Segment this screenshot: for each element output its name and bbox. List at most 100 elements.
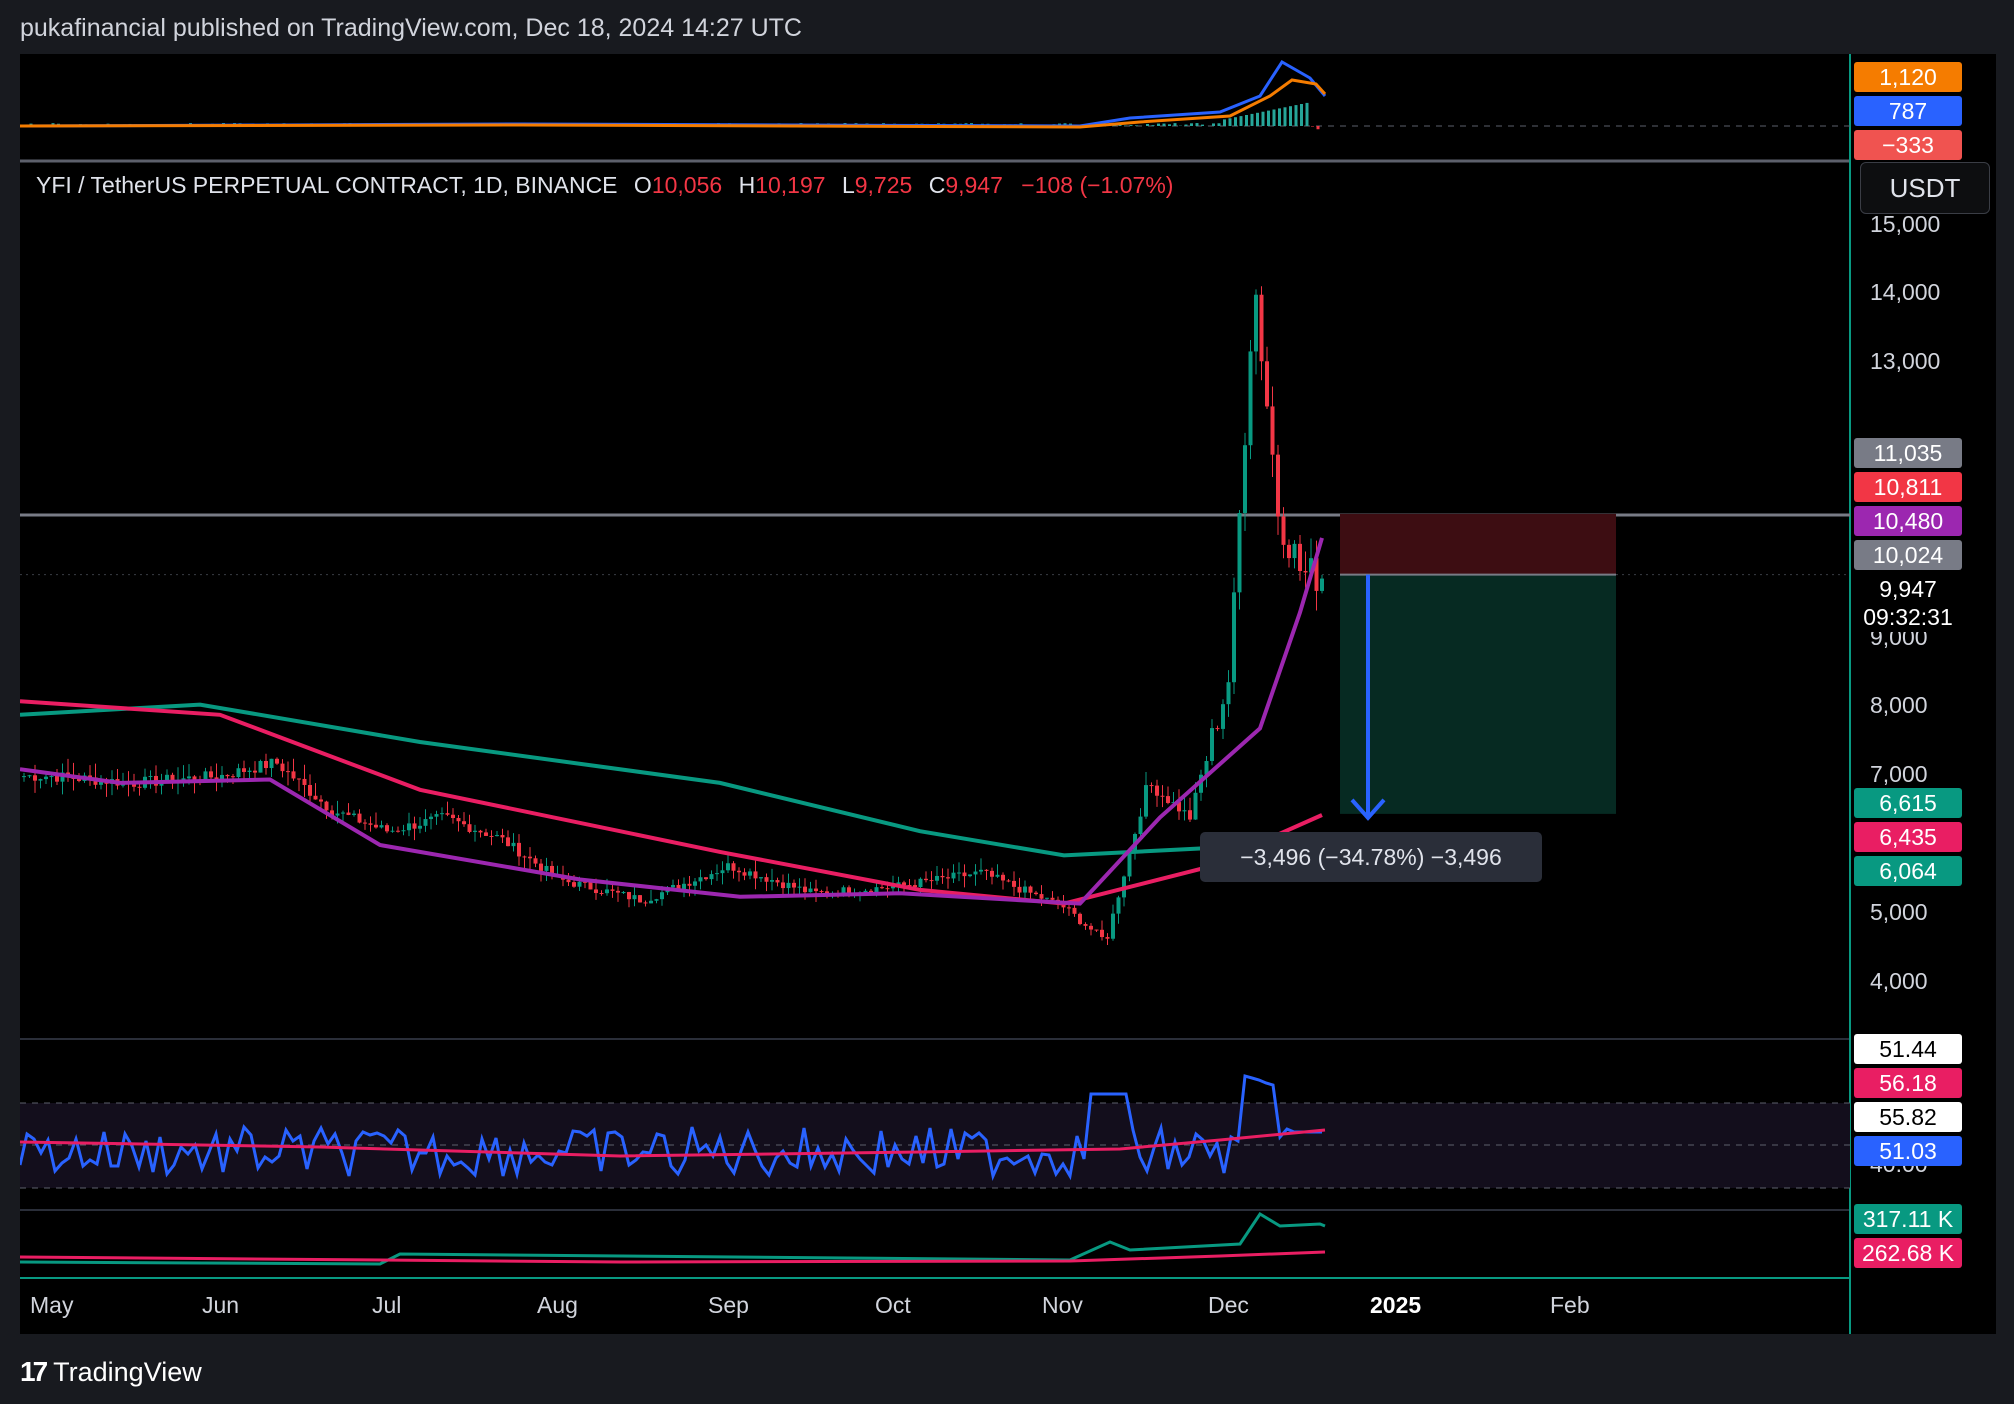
candle-body xyxy=(44,776,48,780)
candle-body xyxy=(753,871,758,879)
volume-line xyxy=(20,1211,1326,1266)
candle-body xyxy=(1023,886,1027,893)
candle-body xyxy=(1149,785,1154,787)
candle-body xyxy=(33,775,37,781)
candle-body xyxy=(726,863,730,871)
macd-histogram-bar xyxy=(1239,116,1243,126)
candle-body xyxy=(638,895,642,903)
candle-body xyxy=(220,774,224,780)
candle-body xyxy=(88,775,92,778)
x-tick-year: 2025 xyxy=(1370,1292,1422,1318)
price-tag: 10,480 xyxy=(1854,506,1962,536)
price-tag: 6,064 xyxy=(1854,856,1962,886)
candle-body xyxy=(682,883,686,890)
measure-label: −3,496 (−34.78%) −3,496 xyxy=(1200,832,1542,882)
macd-histogram-bar xyxy=(1162,123,1166,126)
candle-body xyxy=(819,891,824,893)
candle-body xyxy=(605,889,609,894)
candle-body xyxy=(368,823,373,825)
candle-body xyxy=(22,776,26,778)
candle-body xyxy=(616,890,620,893)
candle-body xyxy=(918,878,923,888)
candle-body xyxy=(165,774,169,782)
candle-body xyxy=(1083,924,1088,926)
candle-body xyxy=(55,776,59,782)
candle-body xyxy=(1155,785,1159,796)
take-profit-zone xyxy=(1340,574,1616,814)
symbol-legend: YFI / TetherUS PERPETUAL CONTRACT, 1D, B… xyxy=(36,172,1173,199)
candle-body xyxy=(1067,907,1071,909)
macd-histogram-bar xyxy=(1201,124,1204,126)
macd-line xyxy=(20,59,1327,128)
change-value: −108 (−1.07%) xyxy=(1021,172,1174,198)
candle-body xyxy=(572,882,576,887)
candle-body xyxy=(1111,913,1115,939)
price-tag: −333 xyxy=(1854,130,1962,160)
candle-body xyxy=(423,819,428,826)
price-tag: 11,035 xyxy=(1854,438,1962,468)
candle-body xyxy=(775,880,780,883)
macd-histogram-bar xyxy=(1151,125,1155,126)
candle-body xyxy=(511,842,516,847)
candle-body xyxy=(1006,880,1011,882)
candle-body xyxy=(451,814,455,819)
price-tag: 10,024 xyxy=(1854,540,1962,570)
tradingview-logo-icon: 17 xyxy=(20,1356,48,1387)
candle-body xyxy=(1221,704,1225,729)
candle-body xyxy=(297,778,301,780)
macd-histogram-bar xyxy=(1217,123,1221,126)
candle-body xyxy=(1265,361,1269,407)
signal-line xyxy=(20,78,1327,129)
currency-button[interactable]: USDT xyxy=(1860,162,1990,214)
candle-body xyxy=(995,874,1000,877)
candle-body xyxy=(731,863,736,871)
macd-histogram-bar xyxy=(1184,124,1188,126)
candle-body xyxy=(99,780,103,785)
candle-body xyxy=(214,777,219,780)
macd-histogram-bar xyxy=(1223,119,1226,126)
candle-body xyxy=(715,873,719,875)
candle-body xyxy=(137,786,142,788)
macd-histogram-bar xyxy=(1234,117,1237,126)
candle-body xyxy=(709,874,714,880)
candle-body xyxy=(1292,543,1297,559)
candle-body xyxy=(280,763,285,772)
candle-body xyxy=(462,821,466,825)
macd-histogram-bar xyxy=(1250,113,1254,126)
candle-body xyxy=(1028,886,1033,893)
candle-body xyxy=(1281,516,1286,545)
candle-body xyxy=(253,770,257,773)
candle-body xyxy=(528,856,532,859)
close-label: C xyxy=(928,172,946,198)
candle-body xyxy=(401,830,406,832)
candle-body xyxy=(429,816,433,820)
chart-area[interactable]: YFI / TetherUS PERPETUAL CONTRACT, 1D, B… xyxy=(20,54,1996,1334)
candle-body xyxy=(225,774,230,777)
candle-body xyxy=(77,779,81,781)
candle-body xyxy=(1309,558,1313,573)
candle-body xyxy=(671,884,675,888)
footer: 17 TradingView xyxy=(20,1352,202,1392)
candle-body xyxy=(1100,929,1104,938)
candle-body xyxy=(880,887,884,889)
candle-body xyxy=(1226,682,1231,705)
candle-body xyxy=(891,886,895,889)
candle-body xyxy=(869,890,873,893)
candle-body xyxy=(676,884,681,890)
candle-body xyxy=(907,884,912,886)
candle-body xyxy=(313,795,318,800)
chart-canvas[interactable] xyxy=(20,54,1996,1334)
candle-body xyxy=(962,872,967,877)
candle-body xyxy=(973,871,978,875)
high-label: H xyxy=(738,172,756,198)
candle-body xyxy=(308,784,312,796)
candle-body xyxy=(957,872,961,874)
macd-histogram-bar xyxy=(1283,107,1287,126)
candle-body xyxy=(1298,543,1302,571)
candle-body xyxy=(247,770,252,772)
candle-body xyxy=(1193,792,1198,820)
candle-body xyxy=(187,776,191,779)
low-value: 9,725 xyxy=(854,172,913,198)
macd-histogram-bar xyxy=(1278,108,1281,126)
candle-body xyxy=(1259,294,1264,362)
